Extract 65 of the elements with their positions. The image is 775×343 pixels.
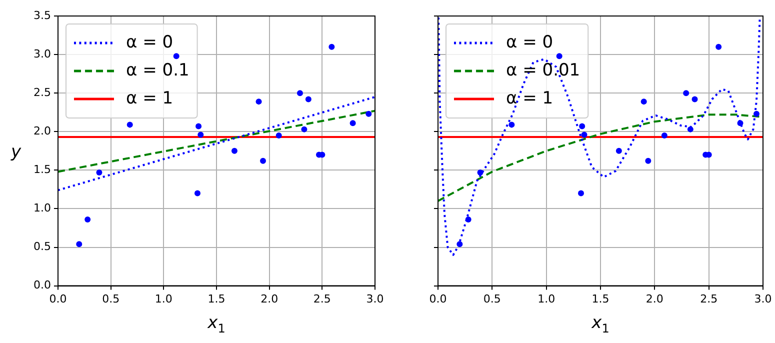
point [301,126,308,132]
y-tick-label: 1.5 [34,163,51,176]
point [276,132,282,138]
legend-label: α = 0.01 [506,60,580,80]
point [456,241,463,248]
y-tick-label: 3.0 [34,47,51,60]
legend-label: α = 1 [506,88,554,108]
point [616,148,622,154]
x-tick-label: 1.0 [154,292,172,306]
point [508,122,515,128]
point [687,126,694,132]
x-tick-label: 2.5 [313,292,331,306]
point [556,53,562,60]
x-tick-label: 1.5 [208,292,226,306]
point [578,190,584,196]
point [581,132,588,138]
y-tick-label: 0.5 [34,240,51,254]
legend-label: α = 0 [126,32,174,52]
x-tick-label: 2.5 [700,292,718,306]
point [260,158,266,164]
y-tick-label: 0.0 [34,278,51,292]
point [350,120,356,126]
x-tick-label: 3.0 [754,292,772,306]
point [366,110,372,117]
point [328,44,335,50]
point [84,216,91,223]
y-tick-label: 1.0 [34,202,51,215]
x-tick-label: 1.5 [592,292,610,306]
x-tick-label: 0.5 [102,292,120,306]
point [126,122,133,128]
point [579,123,586,130]
point [231,148,238,154]
x-tick-label: 3.0 [366,292,384,306]
point [465,216,472,223]
x-tick-label: 0.5 [483,292,501,306]
point [737,120,744,126]
x-tick-label: 0.0 [49,292,67,306]
point [256,98,262,105]
x-tick-label: 2.0 [260,292,278,306]
point [645,158,652,164]
legend-label: α = 1 [126,88,174,108]
point [196,123,202,130]
point [305,96,312,102]
point [716,44,722,50]
point [296,90,303,96]
point [173,53,180,60]
point [76,241,82,248]
y-tick-label: 3.5 [34,8,51,22]
point [198,132,204,138]
legend-label: α = 0 [506,32,554,52]
x-tick-label: 1.0 [538,292,556,306]
point [683,90,690,96]
x-tick-label: 0.0 [429,292,447,306]
point [754,110,760,117]
point [194,190,200,196]
y-axis-title: y [10,142,22,162]
point [477,169,484,176]
legend-label: α = 0.1 [126,60,190,80]
point [96,169,102,176]
point [692,96,698,102]
y-tick-label: 2.0 [34,124,51,138]
x-tick-label: 2.0 [646,292,664,306]
point [661,132,668,138]
y-tick-label: 2.5 [34,86,51,99]
point [640,98,647,105]
